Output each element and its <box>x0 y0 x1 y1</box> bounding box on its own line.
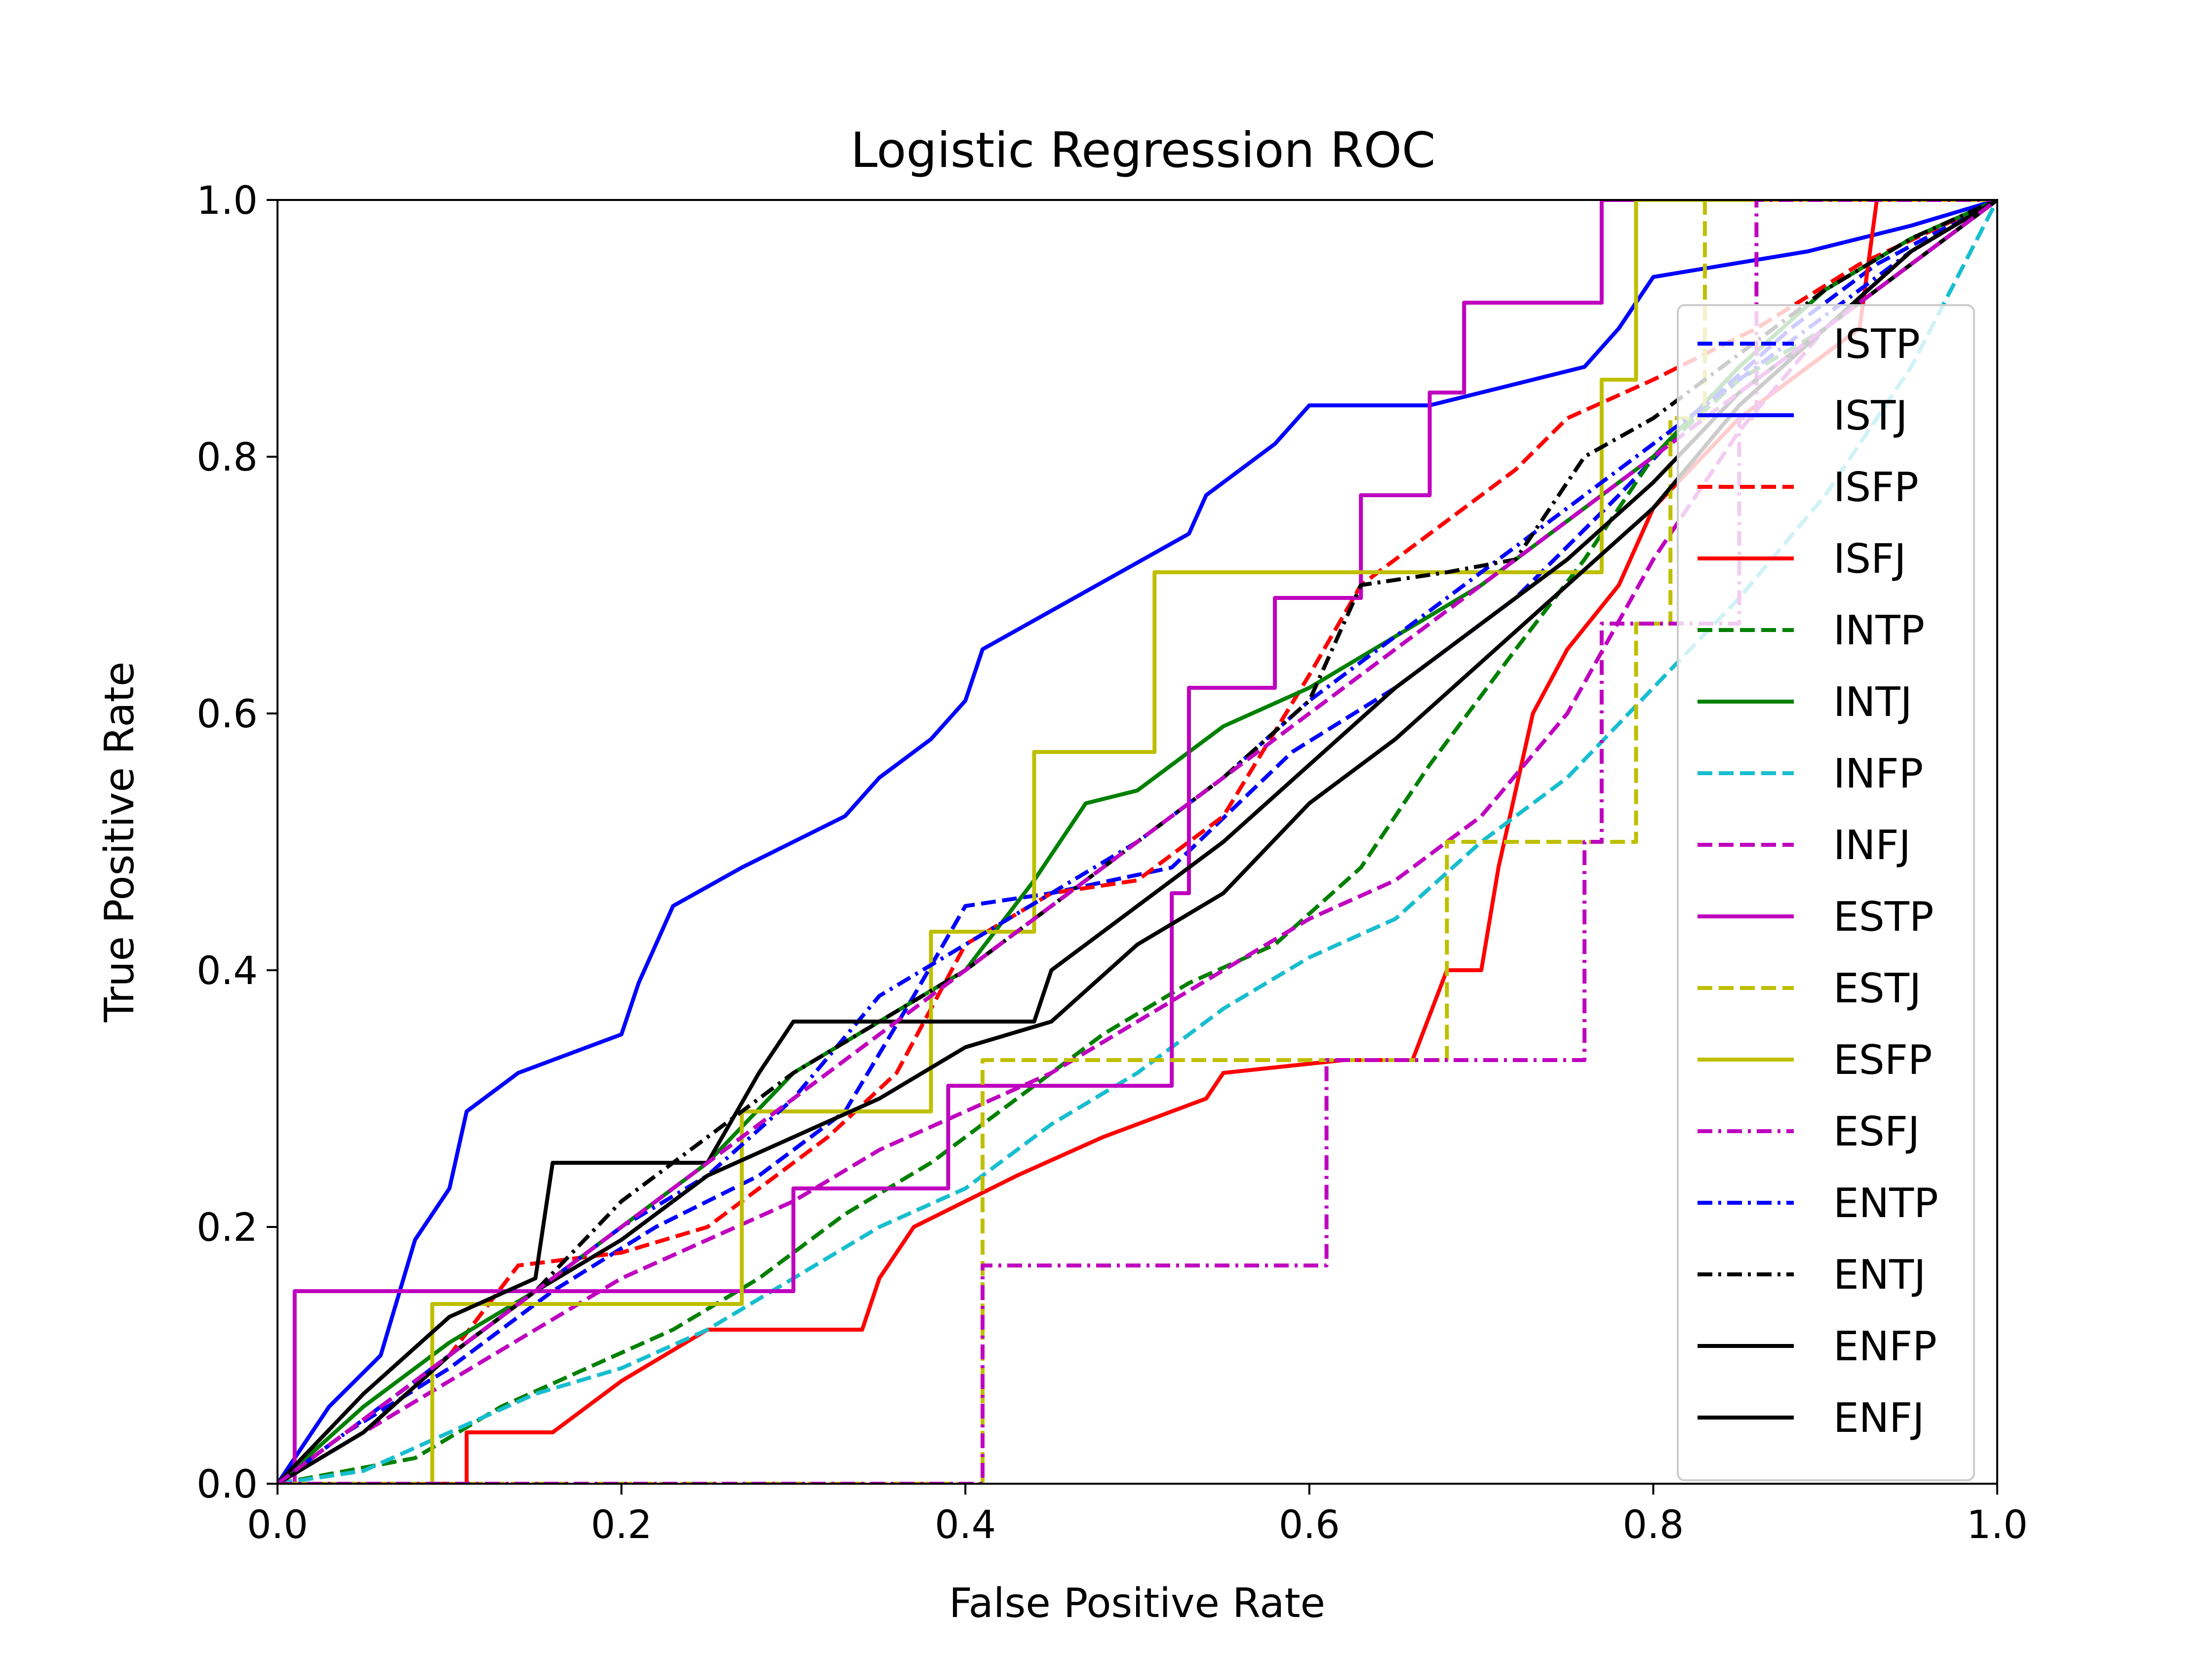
roc-line-istj <box>277 200 1997 1484</box>
x-axis-title: False Positive Rate <box>949 1580 1325 1627</box>
roc-line-intp <box>277 200 1997 1484</box>
x-tick-label: 0.0 <box>247 1503 308 1547</box>
legend-label: ENTJ <box>1833 1252 1926 1299</box>
legend-label: INFP <box>1833 750 1923 797</box>
roc-line-estp <box>277 200 1997 1484</box>
y-tick-label: 0.0 <box>197 1462 258 1507</box>
chart-title: Logistic Regression ROC <box>851 122 1436 179</box>
legend-label: ENFP <box>1833 1323 1937 1370</box>
legend-label: INTJ <box>1833 679 1912 726</box>
y-tick-label: 0.6 <box>197 692 258 737</box>
y-tick-label: 1.0 <box>197 179 258 223</box>
legend-label: ESTP <box>1833 894 1934 941</box>
legend-label: ISTP <box>1833 321 1920 368</box>
x-axis-ticks: 0.0 0.2 0.4 0.6 0.8 1.0 <box>247 1484 2028 1547</box>
x-tick-label: 0.6 <box>1279 1503 1340 1547</box>
y-tick-label: 0.2 <box>197 1206 258 1250</box>
legend-label: ENTP <box>1833 1180 1938 1227</box>
roc-line-infp <box>277 200 1997 1484</box>
x-tick-label: 0.4 <box>935 1503 996 1547</box>
legend-label: INFJ <box>1833 822 1911 869</box>
legend: ISTP ISTJ ISFP ISFJ INTP INTJ INFP INFJ ESTP ESTJ… <box>1677 304 1975 1481</box>
plot-frame <box>276 199 1998 1485</box>
legend-label: ISTJ <box>1833 393 1908 439</box>
legend-label: INTP <box>1833 607 1925 654</box>
y-axis-ticks: 0.0 0.2 0.4 0.6 0.8 1.0 <box>197 179 277 1507</box>
roc-line-isfp <box>277 200 1997 1484</box>
legend-label: ISFP <box>1833 464 1919 511</box>
legend-label: ENFJ <box>1833 1395 1925 1442</box>
y-tick-label: 0.4 <box>197 949 258 993</box>
legend-label: ESTJ <box>1833 965 1921 1012</box>
legend-label: ESFJ <box>1833 1108 1920 1155</box>
legend-label: ESFP <box>1833 1037 1932 1084</box>
x-tick-label: 0.2 <box>591 1503 652 1547</box>
y-tick-label: 0.8 <box>197 435 258 480</box>
x-tick-label: 0.8 <box>1622 1503 1684 1547</box>
legend-label: ISFJ <box>1833 536 1906 583</box>
legend-box <box>1677 304 1975 1481</box>
x-tick-label: 1.0 <box>1967 1503 2028 1547</box>
roc-line-esfp <box>277 200 1997 1484</box>
y-axis-title: True Positive Rate <box>96 662 143 1023</box>
roc-line-isfj <box>277 200 1997 1484</box>
